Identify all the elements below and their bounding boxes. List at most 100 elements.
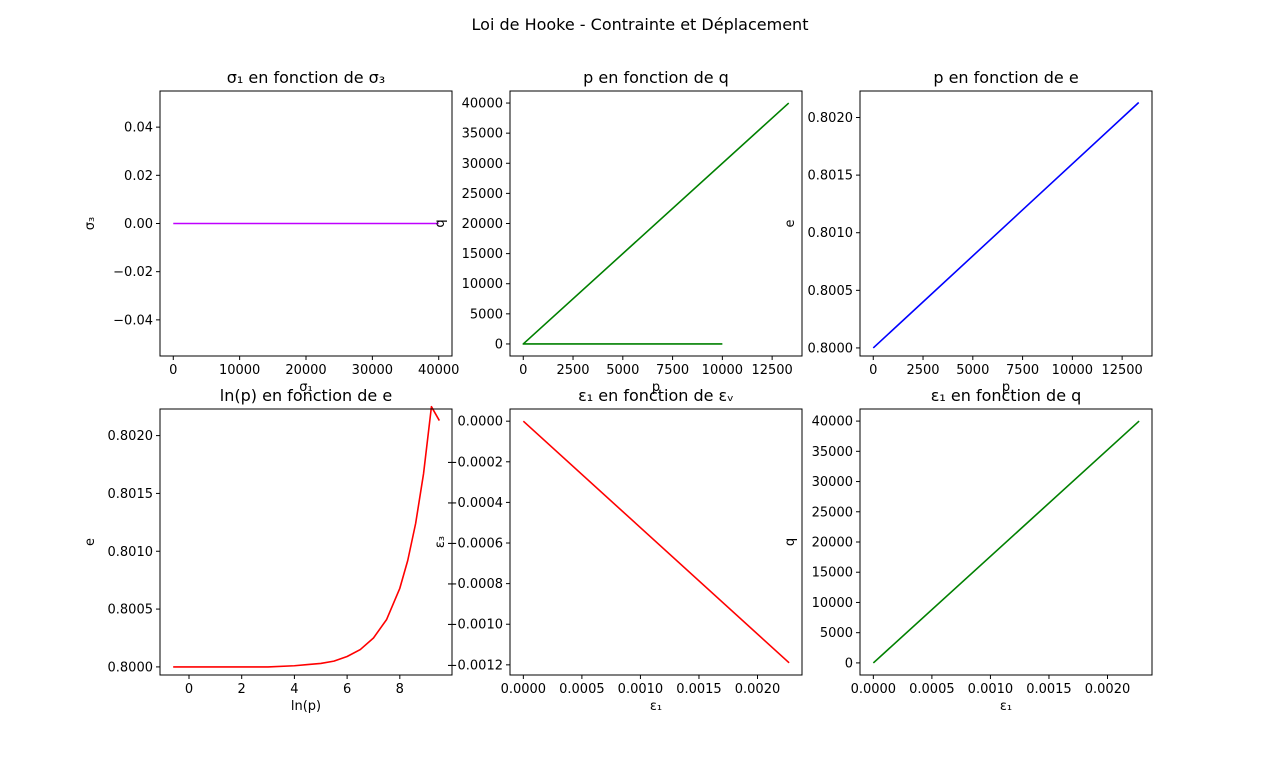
x-tick-label: 0.0015	[1026, 682, 1072, 697]
y-tick-label: 10000	[812, 596, 853, 611]
x-tick-label: 6	[343, 682, 351, 697]
subplot-title: p en fonction de q	[583, 68, 729, 87]
series-line-1	[872, 101, 1140, 349]
y-tick-label: −0.0008	[447, 577, 503, 592]
x-tick-label: 0.0015	[676, 682, 722, 697]
series-line-1	[522, 102, 790, 345]
x-tick-label: 0.0020	[1085, 682, 1131, 697]
x-tick-label: 0.0005	[559, 682, 605, 697]
x-axis-label: ln(p)	[291, 699, 321, 714]
x-tick-label: 5000	[606, 363, 639, 378]
x-axis-label: p	[1002, 380, 1010, 395]
y-tick-label: 0.8000	[108, 660, 154, 675]
subplot-5: 0.0000 0.0005 0.0010 0.0015 0.0020 0.0000 −0.0…	[433, 386, 803, 714]
y-tick-label: 30000	[462, 157, 503, 172]
subplot-title: ε₁ en fonction de εᵥ	[578, 386, 734, 405]
subplot-6: 0.0000 0.0005 0.0010 0.0015 0.0020 0 5000 10000…	[783, 386, 1153, 714]
y-tick-label: 0.8015	[808, 169, 854, 184]
y-tick-label: 0.8020	[108, 429, 154, 444]
x-axis-label: ε₁	[650, 699, 662, 714]
y-tick-label: 20000	[812, 536, 853, 551]
y-tick-label: 0	[495, 337, 503, 352]
y-tick-label: 0	[845, 656, 853, 671]
y-tick-label: 0.04	[124, 121, 153, 136]
x-axis-label: σ₁	[299, 380, 312, 395]
y-tick-label: −0.0012	[447, 658, 503, 673]
y-tick-label: 35000	[812, 445, 853, 460]
y-tick-label: −0.0010	[447, 618, 503, 633]
x-tick-label: 2	[238, 682, 246, 697]
y-tick-label: 5000	[470, 307, 503, 322]
x-tick-label: 8	[396, 682, 404, 697]
y-tick-label: 0.8000	[808, 341, 854, 356]
x-tick-label: 2500	[556, 363, 589, 378]
x-tick-label: 0.0000	[851, 682, 897, 697]
y-tick-label: 25000	[812, 505, 853, 520]
x-tick-label: 0.0010	[618, 682, 664, 697]
y-tick-label: 40000	[462, 97, 503, 112]
y-tick-label: 0.8010	[108, 545, 154, 560]
y-tick-label: 5000	[820, 626, 853, 641]
y-tick-label: 35000	[462, 127, 503, 142]
x-axis-label: p	[652, 380, 660, 395]
x-tick-label: 2500	[906, 363, 939, 378]
x-tick-label: 0	[519, 363, 527, 378]
series-line-1	[872, 420, 1140, 664]
y-axis-label: σ₃	[83, 217, 98, 230]
subplot-4: 0 2 4 6 8 0.8000 0.8005 0.8010 0.8015 0.8020 ln(p)…	[83, 386, 453, 714]
x-tick-label: 0.0010	[968, 682, 1014, 697]
y-tick-label: 0.8015	[108, 487, 154, 502]
y-tick-label: 0.8005	[808, 284, 854, 299]
x-tick-label: 10000	[219, 363, 260, 378]
subplot-title: p en fonction de e	[933, 68, 1078, 87]
y-tick-label: 0.8005	[108, 603, 154, 618]
axes-frame	[509, 408, 803, 676]
y-tick-label: 0.8010	[808, 226, 854, 241]
y-tick-label: 0.8020	[808, 111, 854, 126]
x-tick-label: 12500	[1101, 363, 1142, 378]
y-tick-label: −0.0004	[447, 496, 503, 511]
y-axis-label: q	[783, 538, 798, 546]
y-tick-label: −0.04	[113, 313, 153, 328]
y-tick-label: −0.02	[113, 265, 153, 280]
series-line-1	[522, 420, 790, 664]
x-tick-label: 10000	[1052, 363, 1093, 378]
y-axis-label: ε₃	[433, 536, 448, 548]
x-tick-label: 30000	[352, 363, 393, 378]
x-tick-label: 0	[185, 682, 193, 697]
x-tick-label: 10000	[702, 363, 743, 378]
x-tick-label: 0	[869, 363, 877, 378]
x-tick-label: 7500	[1006, 363, 1039, 378]
x-axis-label: ε₁	[1000, 699, 1012, 714]
y-tick-label: 30000	[812, 475, 853, 490]
y-tick-label: −0.0002	[447, 455, 503, 470]
y-tick-label: 0.0000	[458, 415, 504, 430]
y-tick-label: 20000	[462, 217, 503, 232]
x-tick-label: 0	[169, 363, 177, 378]
y-axis-label: e	[783, 220, 798, 228]
subplot-2: 0 2500 5000 7500 10000 12500 0 5000 10000 15000 20…	[433, 68, 803, 395]
y-tick-label: 15000	[462, 247, 503, 262]
y-tick-label: 10000	[462, 277, 503, 292]
x-tick-label: 0.0000	[501, 682, 547, 697]
subplot-title: σ₁ en fonction de σ₃	[227, 68, 385, 87]
y-axis-label: e	[83, 538, 98, 546]
subplot-title: ε₁ en fonction de q	[931, 386, 1082, 405]
x-tick-label: 0.0005	[909, 682, 955, 697]
x-tick-label: 12500	[751, 363, 792, 378]
y-tick-label: 25000	[462, 187, 503, 202]
series-line-1	[173, 405, 441, 668]
subplot-1: 0 10000 20000 30000 40000 −0.04 −0.02 0.00 0.02 0…	[83, 68, 459, 395]
subplot-3: 0 2500 5000 7500 10000 12500 0.8000 0.8005 0.801…	[783, 68, 1153, 395]
axes-frame	[859, 90, 1153, 357]
x-tick-label: 20000	[285, 363, 326, 378]
y-tick-label: 15000	[812, 566, 853, 581]
y-tick-label: −0.0006	[447, 537, 503, 552]
y-axis-label: q	[433, 219, 448, 227]
y-tick-label: 0.02	[124, 169, 153, 184]
x-tick-label: 5000	[956, 363, 989, 378]
subplot-title: ln(p) en fonction de e	[220, 386, 392, 405]
axes-frame	[159, 408, 453, 676]
